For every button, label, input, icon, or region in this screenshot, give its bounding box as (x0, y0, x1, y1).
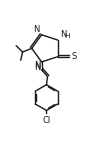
Text: N: N (34, 63, 41, 72)
Text: N: N (33, 25, 39, 34)
Text: H: H (64, 33, 69, 39)
Text: S: S (71, 52, 76, 61)
Text: N: N (60, 30, 66, 39)
Text: N: N (34, 61, 40, 70)
Text: Cl: Cl (42, 116, 51, 125)
